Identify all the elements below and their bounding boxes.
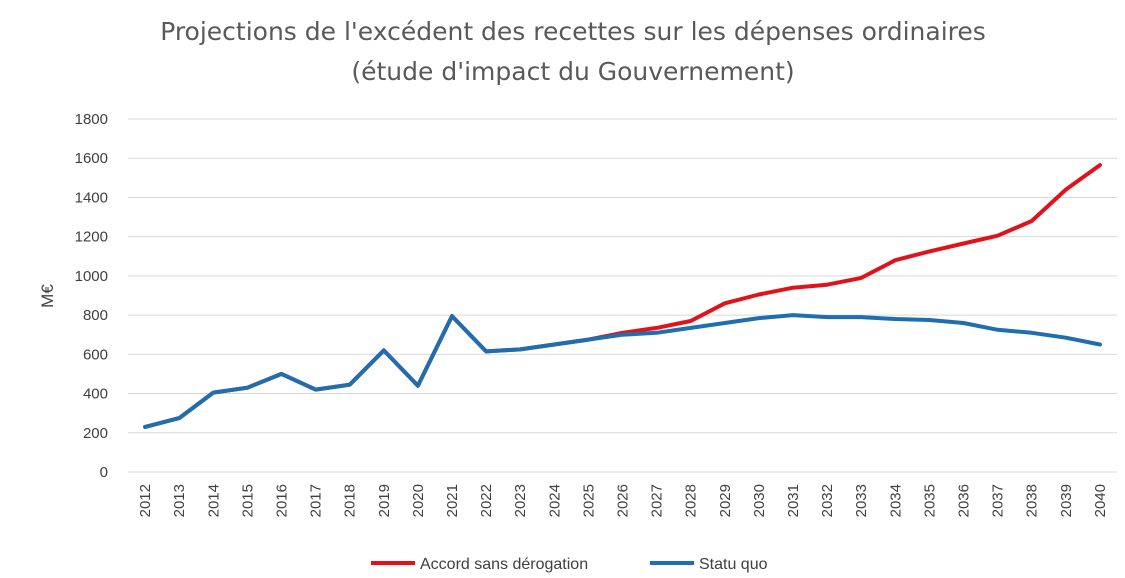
x-tick-label: 2032 <box>819 484 836 517</box>
x-tick-label: 2025 <box>580 484 597 517</box>
series-lines <box>143 163 1102 429</box>
x-tick-label: 2017 <box>308 484 325 517</box>
x-tick-label: 2022 <box>478 484 495 517</box>
legend-label-accord: Accord sans dérogation <box>420 556 588 573</box>
x-tick-label: 2012 <box>137 484 154 517</box>
y-axis-ticks: 0 200 400 600 800 1000 1200 1400 1600 1800 <box>75 111 108 481</box>
x-tick-label: 2034 <box>887 484 904 517</box>
x-tick-label: 2023 <box>512 484 529 517</box>
x-tick-label: 2019 <box>376 484 393 517</box>
y-tick-label: 1200 <box>75 229 108 246</box>
series-line-statu-quo <box>143 313 1102 429</box>
x-tick-label: 2033 <box>853 484 870 517</box>
legend: Accord sans dérogation Statu quo <box>371 556 768 573</box>
x-tick-label: 2026 <box>615 484 632 517</box>
x-tick-label: 2029 <box>717 484 734 517</box>
x-tick-label: 2014 <box>205 484 222 517</box>
x-tick-label: 2024 <box>546 484 563 517</box>
x-tick-label: 2021 <box>444 484 461 517</box>
chart-title-line-2: (étude d'impact du Gouvernement) <box>351 57 794 86</box>
x-axis-ticks: 2012 2013 2014 2015 2016 2017 2018 2019 2020 2021… <box>137 484 1109 517</box>
y-axis-label: M€ <box>38 284 57 308</box>
x-tick-label: 2037 <box>990 484 1007 517</box>
y-tick-label: 1400 <box>75 189 108 206</box>
x-tick-label: 2030 <box>751 484 768 517</box>
x-tick-label: 2016 <box>273 484 290 517</box>
y-tick-label: 600 <box>83 346 108 363</box>
y-tick-label: 200 <box>83 425 108 442</box>
y-tick-label: 0 <box>100 464 108 481</box>
x-tick-label: 2013 <box>171 484 188 517</box>
x-tick-label: 2018 <box>342 484 359 517</box>
y-tick-label: 1800 <box>75 111 108 128</box>
y-tick-label: 400 <box>83 386 108 403</box>
chart-title: Projections de l'excédent des recettes s… <box>160 17 986 86</box>
x-tick-label: 2028 <box>683 484 700 517</box>
x-tick-label: 2039 <box>1058 484 1075 517</box>
y-tick-label: 1600 <box>75 150 108 167</box>
legend-label-statu-quo: Statu quo <box>699 556 768 573</box>
y-tick-label: 800 <box>83 307 108 324</box>
series-line-accord-sans-derogation <box>143 163 1102 429</box>
x-tick-label: 2027 <box>649 484 666 517</box>
y-tick-label: 1000 <box>75 268 108 285</box>
x-tick-label: 2015 <box>239 484 256 517</box>
x-tick-label: 2031 <box>785 484 802 517</box>
x-tick-label: 2036 <box>956 484 973 517</box>
gridlines <box>128 118 1117 473</box>
x-tick-label: 2020 <box>410 484 427 517</box>
x-tick-label: 2038 <box>1024 484 1041 517</box>
x-tick-label: 2035 <box>921 484 938 517</box>
chart-title-line-1: Projections de l'excédent des recettes s… <box>160 17 986 46</box>
x-tick-label: 2040 <box>1092 484 1109 517</box>
